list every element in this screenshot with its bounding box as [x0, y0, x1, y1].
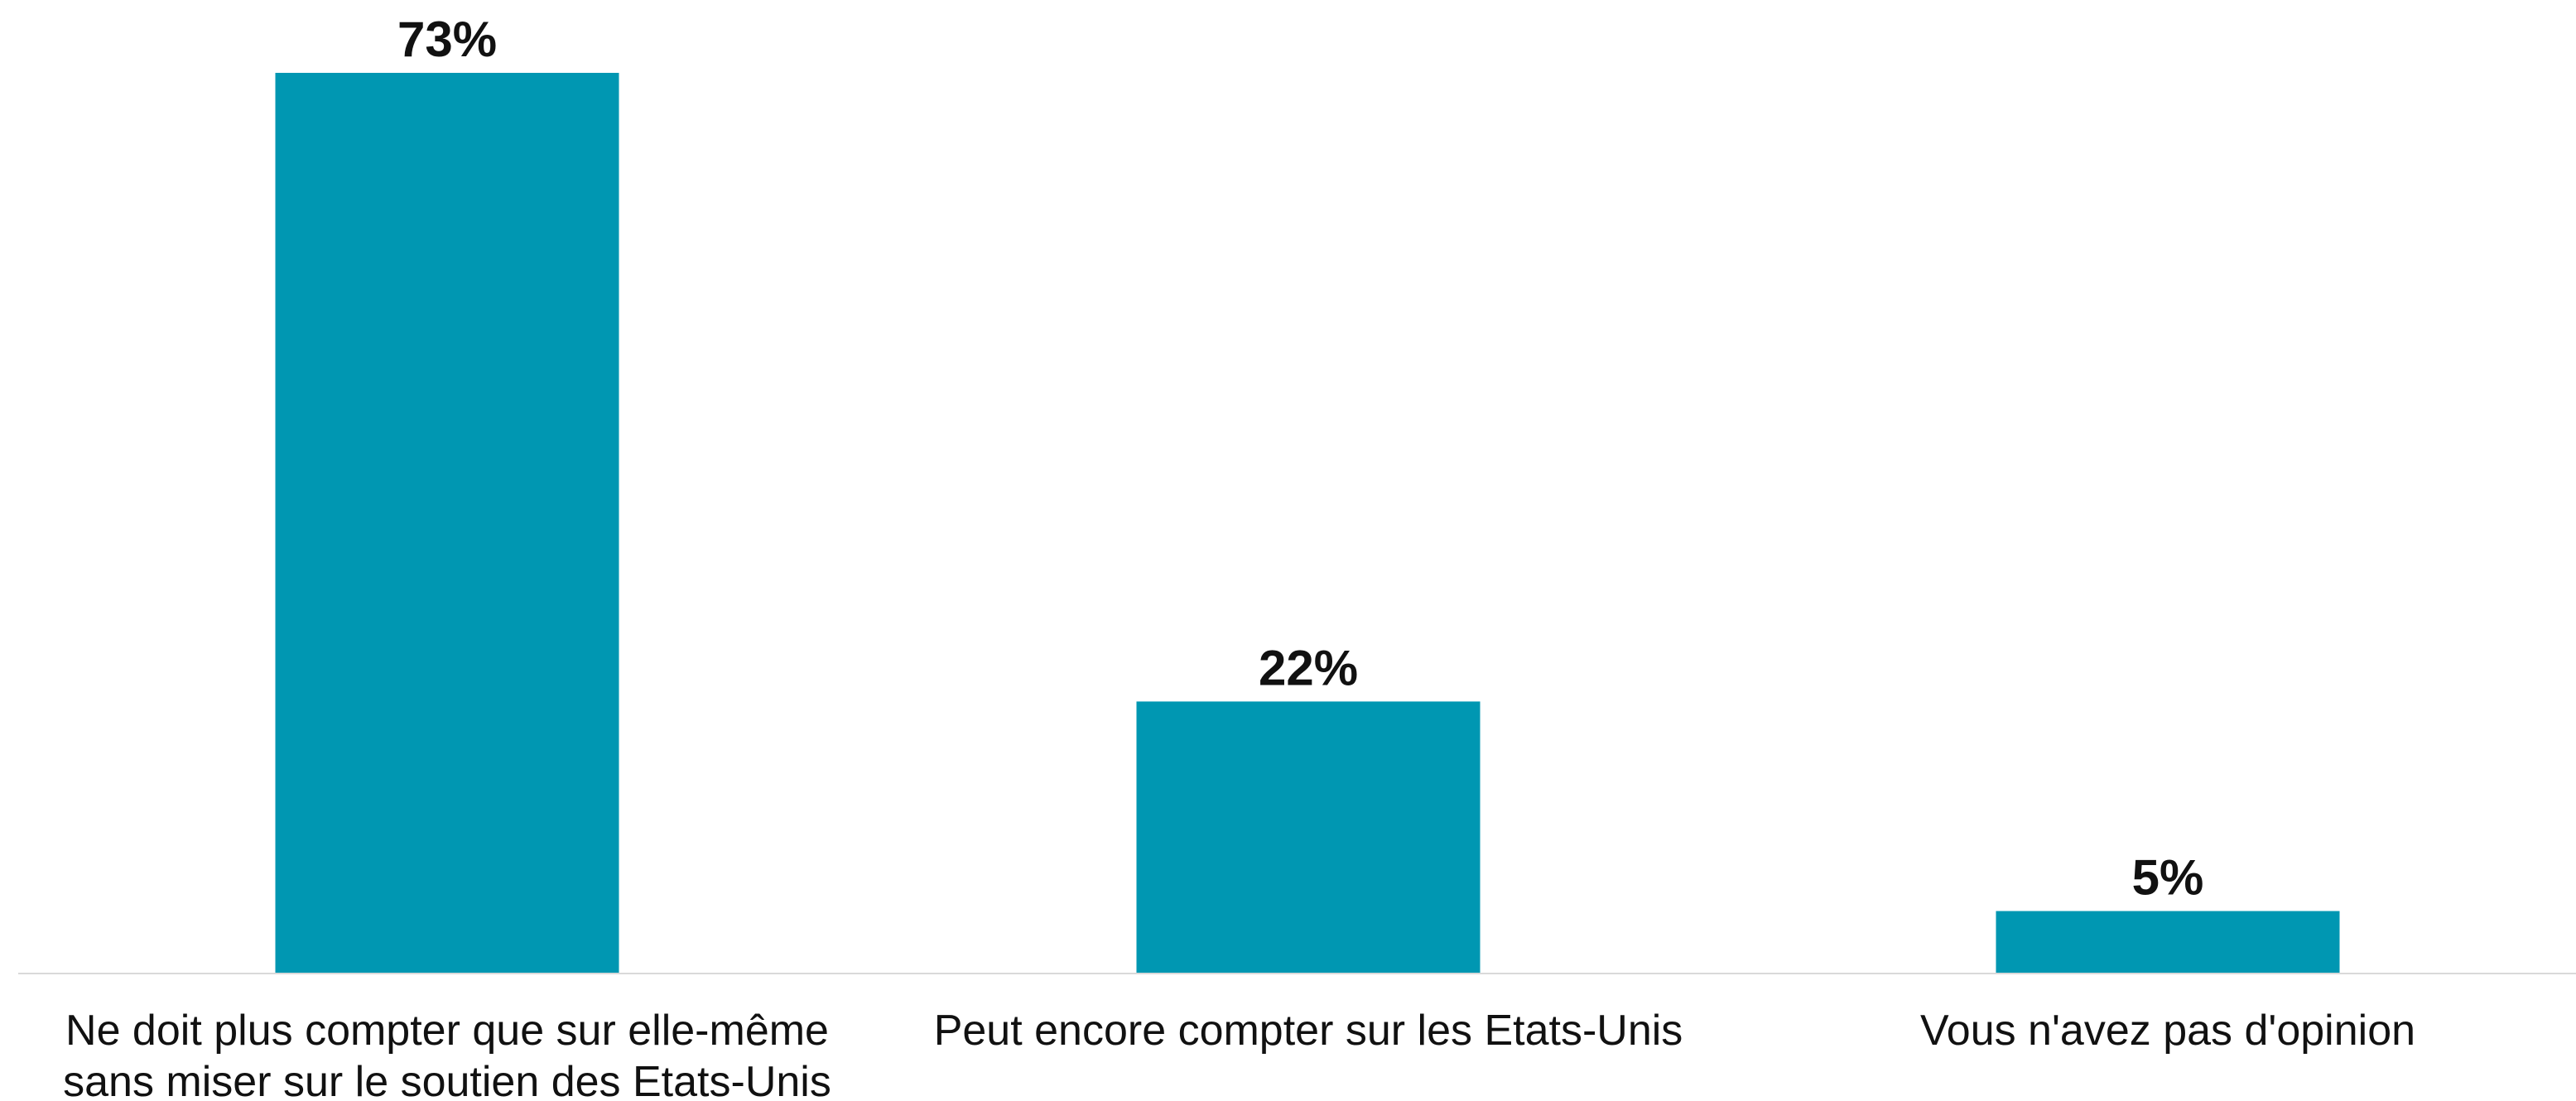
category-label: Vous n'avez pas d'opinion [1920, 1007, 2415, 1055]
bars-layer [275, 73, 2340, 973]
category-label-line: Ne doit plus compter que sur elle-même [65, 1007, 829, 1055]
value-labels-layer: 73% 22% 5% [397, 12, 2203, 906]
category-label: Ne doit plus compter que sur elle-même sa… [63, 1007, 831, 1101]
category-label-line: Vous n'avez pas d'opinion [1920, 1007, 2415, 1055]
bar [1996, 911, 2340, 973]
bar-value-label: 73% [397, 12, 497, 67]
bar-value-label: 22% [1259, 640, 1358, 695]
category-label: Peut encore compter sur les Etats-Unis [934, 1007, 1683, 1055]
category-labels-layer: Ne doit plus compter que sur elle-même sa… [63, 1007, 2415, 1101]
bar [1136, 701, 1481, 973]
category-label-line: Peut encore compter sur les Etats-Unis [934, 1007, 1683, 1055]
bar [275, 73, 619, 973]
bar-value-label: 5% [2132, 850, 2204, 906]
category-label-line: sans miser sur le soutien des Etats-Unis [63, 1058, 831, 1101]
